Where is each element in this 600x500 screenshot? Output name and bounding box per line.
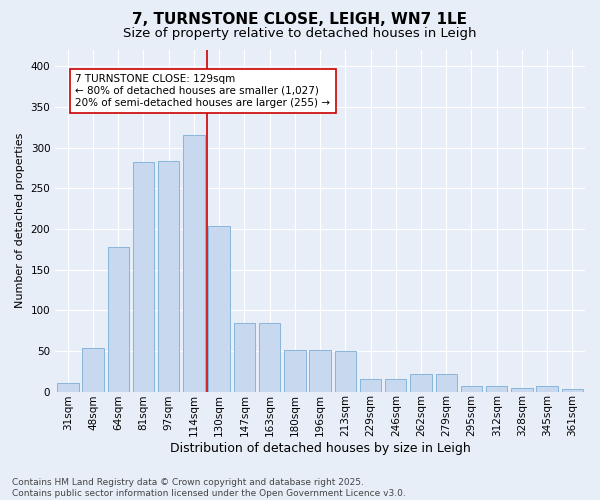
X-axis label: Distribution of detached houses by size in Leigh: Distribution of detached houses by size … xyxy=(170,442,470,455)
Bar xyxy=(461,386,482,392)
Text: 7 TURNSTONE CLOSE: 129sqm
← 80% of detached houses are smaller (1,027)
20% of se: 7 TURNSTONE CLOSE: 129sqm ← 80% of detac… xyxy=(76,74,331,108)
Text: Size of property relative to detached houses in Leigh: Size of property relative to detached ho… xyxy=(123,28,477,40)
Bar xyxy=(133,162,154,392)
Y-axis label: Number of detached properties: Number of detached properties xyxy=(15,133,25,308)
Bar xyxy=(486,386,508,392)
Bar xyxy=(208,226,230,392)
Bar xyxy=(385,380,406,392)
Bar xyxy=(335,351,356,392)
Bar xyxy=(410,374,432,392)
Bar xyxy=(562,389,583,392)
Bar xyxy=(310,350,331,392)
Text: 7, TURNSTONE CLOSE, LEIGH, WN7 1LE: 7, TURNSTONE CLOSE, LEIGH, WN7 1LE xyxy=(133,12,467,28)
Text: Contains HM Land Registry data © Crown copyright and database right 2025.
Contai: Contains HM Land Registry data © Crown c… xyxy=(12,478,406,498)
Bar xyxy=(82,348,104,392)
Bar xyxy=(233,323,255,392)
Bar xyxy=(284,350,305,392)
Bar xyxy=(511,388,533,392)
Bar xyxy=(536,386,558,392)
Bar xyxy=(259,323,280,392)
Bar xyxy=(360,380,381,392)
Bar xyxy=(436,374,457,392)
Bar xyxy=(57,382,79,392)
Bar xyxy=(107,247,129,392)
Bar xyxy=(158,162,179,392)
Bar xyxy=(183,136,205,392)
